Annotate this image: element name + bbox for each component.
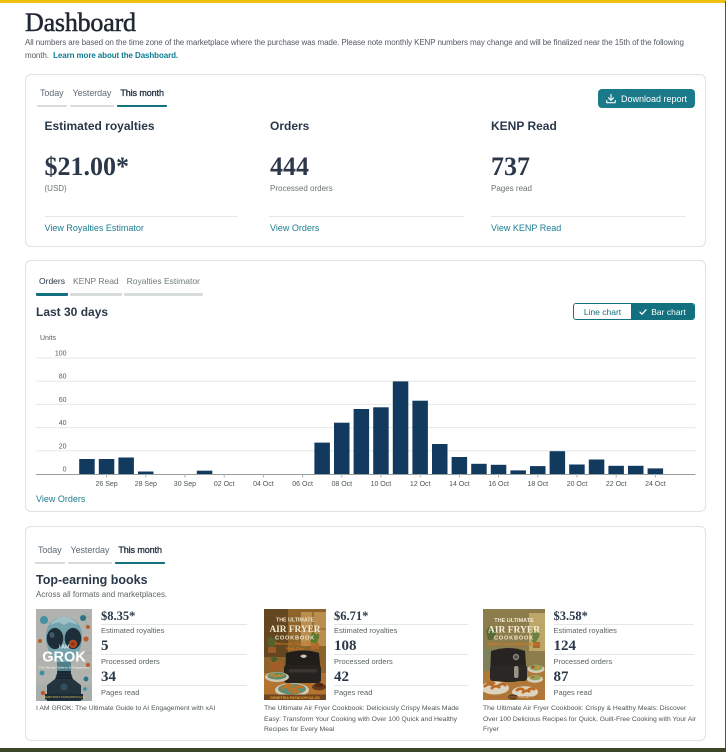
svg-text:DEMETRIOS PAPADOPOULOS: DEMETRIOS PAPADOPOULOS — [42, 695, 85, 699]
svg-text:24 Oct: 24 Oct — [645, 481, 666, 488]
svg-text:16 Oct: 16 Oct — [488, 481, 509, 488]
svg-text:08 Oct: 08 Oct — [331, 481, 352, 488]
svg-text:40: 40 — [59, 420, 67, 427]
svg-text:Units: Units — [40, 335, 56, 342]
svg-text:AIR FRYER: AIR FRYER — [269, 625, 320, 635]
svg-text:GROK: GROK — [42, 650, 86, 666]
svg-text:30 Sep: 30 Sep — [174, 481, 196, 488]
svg-text:26 Sep: 26 Sep — [96, 481, 118, 488]
svg-text:04 Oct: 04 Oct — [253, 481, 274, 488]
svg-text:THE ULTIMATE: THE ULTIMATE — [276, 618, 315, 624]
svg-text:0: 0 — [63, 467, 67, 474]
svg-text:COOKBOOK: COOKBOOK — [494, 636, 534, 642]
svg-text:14 Oct: 14 Oct — [449, 481, 470, 488]
svg-text:12 Oct: 12 Oct — [410, 481, 431, 488]
svg-text:COOKBOOK: COOKBOOK — [275, 636, 315, 642]
svg-text:10 Oct: 10 Oct — [371, 481, 392, 488]
svg-text:Made Easy: Made Easy — [285, 646, 305, 651]
svg-text:06 Oct: 06 Oct — [292, 481, 313, 488]
svg-text:Deliciously Crispy Meals: Deliciously Crispy Meals — [273, 641, 316, 646]
svg-text:100: 100 — [55, 351, 67, 358]
svg-text:22 Oct: 22 Oct — [606, 481, 627, 488]
svg-text:60: 60 — [59, 397, 67, 404]
svg-text:DEMETRIA PAPADOPOULOS: DEMETRIA PAPADOPOULOS — [489, 696, 539, 700]
svg-text:80: 80 — [59, 374, 67, 381]
svg-text:02 Oct: 02 Oct — [214, 481, 235, 488]
svg-text:20 Oct: 20 Oct — [567, 481, 588, 488]
svg-text:The Ultimate Guide to AI Engag: The Ultimate Guide to AI Engagement — [39, 666, 89, 670]
svg-text:CRISPY & HEALTHY MEALS: CRISPY & HEALTHY MEALS — [487, 642, 541, 647]
svg-text:DEMETRIA PAPADOPOULOS: DEMETRIA PAPADOPOULOS — [270, 696, 320, 700]
svg-text:18 Oct: 18 Oct — [527, 481, 548, 488]
svg-text:20: 20 — [59, 443, 67, 450]
svg-text:28 Sep: 28 Sep — [135, 481, 157, 488]
svg-text:THE ULTIMATE: THE ULTIMATE — [494, 618, 534, 624]
svg-text:AIR FRYER: AIR FRYER — [488, 626, 540, 636]
svg-text:I AM: I AM — [58, 645, 69, 651]
